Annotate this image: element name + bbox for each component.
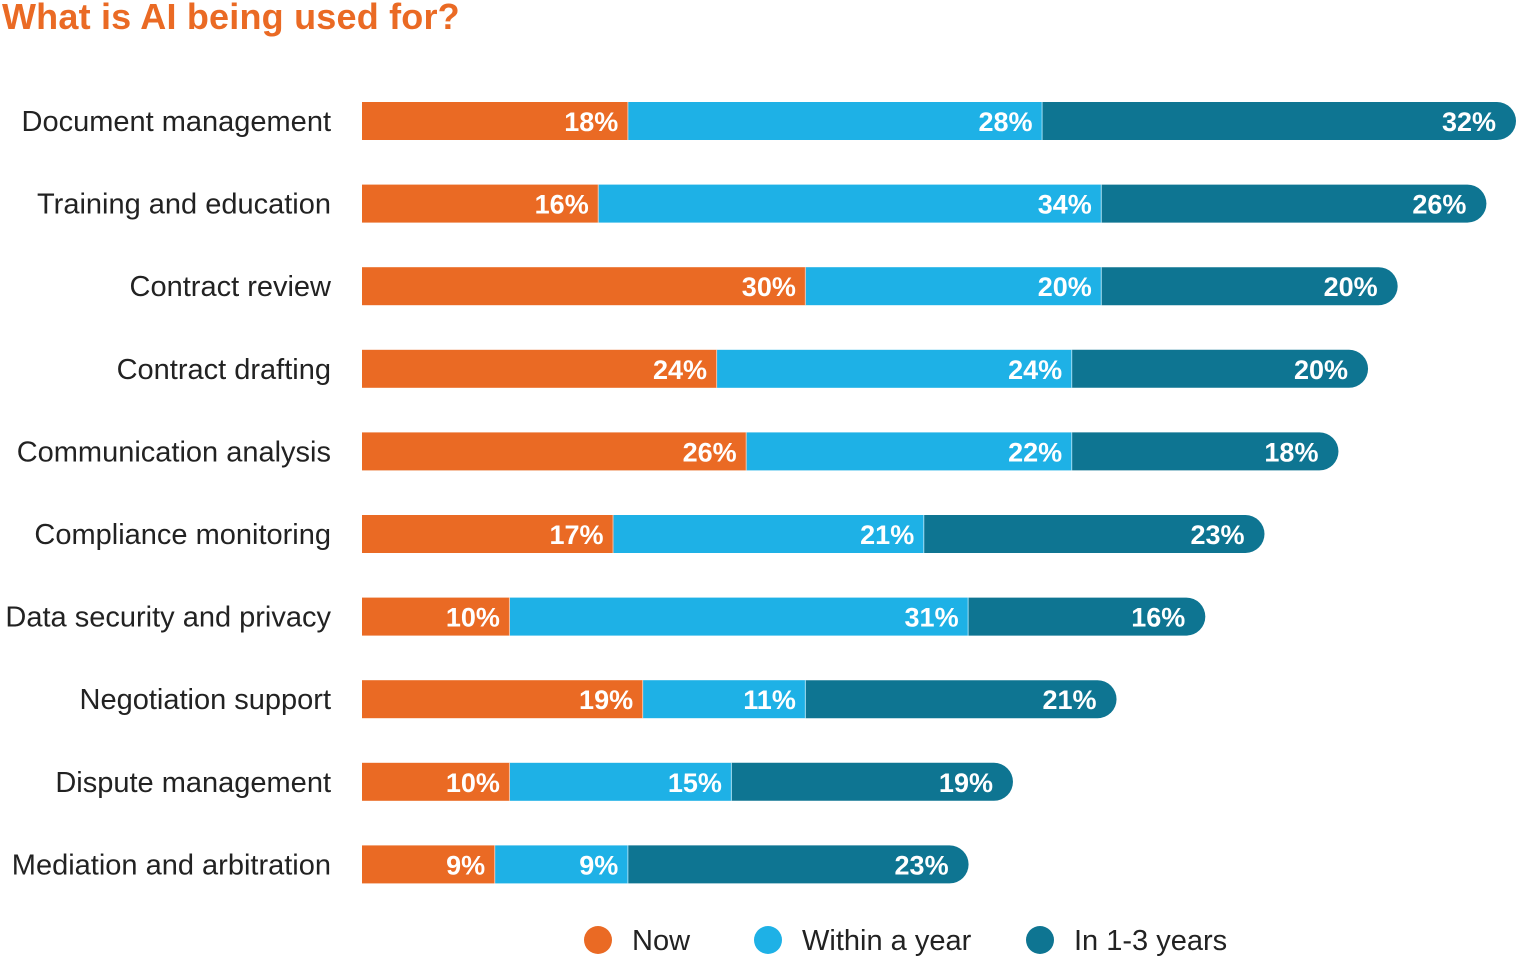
category-label: Document management xyxy=(22,106,332,138)
value-label: 23% xyxy=(1190,520,1244,550)
bar-segment-in-1-3-years xyxy=(1101,267,1398,306)
chart-title: What is AI being used for? xyxy=(2,0,460,37)
category-label: Mediation and arbitration xyxy=(12,849,331,881)
value-label: 31% xyxy=(905,603,959,633)
bar-segment-within-a-year xyxy=(717,349,1073,388)
bar-segment-now xyxy=(362,102,629,140)
bar-segment-in-1-3-years xyxy=(924,515,1265,553)
value-label: 10% xyxy=(446,768,500,798)
legend-label: In 1-3 years xyxy=(1074,925,1227,957)
category-label: Data security and privacy xyxy=(5,602,331,634)
bar-row: Contract review 30% 20% 20% xyxy=(130,267,1398,306)
bar-segment-in-1-3-years xyxy=(1042,102,1516,140)
value-label: 9% xyxy=(446,850,485,880)
category-label: Contract drafting xyxy=(117,354,331,386)
bar-row: Data security and privacy 10% 31% 16% xyxy=(5,597,1206,636)
value-label: 10% xyxy=(446,603,500,633)
bar-segment-within-a-year xyxy=(628,102,1043,140)
bar-segment-now xyxy=(362,845,496,884)
legend-item: Now xyxy=(584,925,691,957)
value-label: 19% xyxy=(939,768,993,798)
value-label: 26% xyxy=(683,437,737,467)
value-label: 18% xyxy=(1264,437,1318,467)
bar-segment-now xyxy=(362,349,718,388)
bar-segment-in-1-3-years xyxy=(1072,432,1339,471)
value-label: 30% xyxy=(742,272,796,302)
category-label: Compliance monitoring xyxy=(34,519,331,551)
value-label: 26% xyxy=(1412,190,1466,220)
bar-segment-within-a-year xyxy=(613,515,925,553)
bar-segment-in-1-3-years xyxy=(1072,349,1369,388)
value-label: 24% xyxy=(1008,355,1062,385)
value-label: 18% xyxy=(564,107,618,137)
legend-label: Now xyxy=(632,925,691,957)
bar-segment-now xyxy=(362,432,747,471)
value-label: 9% xyxy=(579,850,618,880)
value-label: 22% xyxy=(1008,437,1062,467)
value-label: 21% xyxy=(860,520,914,550)
legend-marker xyxy=(584,926,612,954)
value-label: 23% xyxy=(895,850,949,880)
bar-segment-now xyxy=(362,762,510,801)
bar-row: Compliance monitoring 17% 21% 23% xyxy=(34,515,1265,553)
bar-row: Document management 18% 28% 32% xyxy=(22,102,1516,140)
bar-segment-now xyxy=(362,267,806,306)
bar-row: Mediation and arbitration 9% 9% 23% xyxy=(12,845,969,884)
bar-segment-in-1-3-years xyxy=(805,680,1117,719)
bar-segment-in-1-3-years xyxy=(968,597,1206,636)
bar-segment-within-a-year xyxy=(509,597,969,636)
bar-segment-within-a-year xyxy=(746,432,1073,471)
bar-segment-within-a-year xyxy=(643,680,806,719)
bar-segment-in-1-3-years xyxy=(1101,184,1487,223)
bar-segment-now xyxy=(362,680,644,719)
value-label: 20% xyxy=(1324,272,1378,302)
bar-segment-in-1-3-years xyxy=(731,762,1013,801)
value-label: 32% xyxy=(1442,107,1496,137)
value-label: 11% xyxy=(743,685,796,715)
bar-segment-now xyxy=(362,184,599,223)
bar-segment-within-a-year xyxy=(509,762,732,801)
value-label: 20% xyxy=(1038,272,1092,302)
bar-segment-within-a-year xyxy=(805,267,1102,306)
bar-segment-now xyxy=(362,515,614,553)
value-label: 19% xyxy=(579,685,633,715)
category-label: Training and education xyxy=(37,189,331,221)
value-label: 17% xyxy=(549,520,603,550)
value-label: 15% xyxy=(668,768,722,798)
category-label: Communication analysis xyxy=(17,436,331,468)
value-label: 16% xyxy=(1131,603,1185,633)
bar-segment-within-a-year xyxy=(598,184,1102,223)
value-label: 24% xyxy=(653,355,707,385)
bar-segment-within-a-year xyxy=(495,845,629,884)
category-label: Dispute management xyxy=(55,767,331,799)
bar-row: Negotiation support 19% 11% 21% xyxy=(80,680,1117,719)
bar-row: Training and education 16% 34% 26% xyxy=(37,184,1487,223)
legend-marker xyxy=(1026,926,1054,954)
bar-segment-in-1-3-years xyxy=(628,845,969,884)
value-label: 28% xyxy=(979,107,1033,137)
value-label: 16% xyxy=(535,190,589,220)
legend-item: Within a year xyxy=(754,925,972,957)
legend-label: Within a year xyxy=(802,925,972,957)
value-label: 21% xyxy=(1042,685,1096,715)
legend-item: In 1-3 years xyxy=(1026,925,1227,957)
legend-marker xyxy=(754,926,782,954)
bar-segment-now xyxy=(362,597,510,636)
bar-row: Contract drafting 24% 24% 20% xyxy=(117,349,1369,388)
value-label: 34% xyxy=(1038,190,1092,220)
category-label: Negotiation support xyxy=(80,684,332,716)
bar-row: Communication analysis 26% 22% 18% xyxy=(17,432,1339,471)
category-label: Contract review xyxy=(130,271,333,303)
legend: Now Within a year In 1-3 years xyxy=(584,925,1227,957)
value-label: 20% xyxy=(1294,355,1348,385)
bar-row: Dispute management 10% 15% 19% xyxy=(55,762,1013,801)
